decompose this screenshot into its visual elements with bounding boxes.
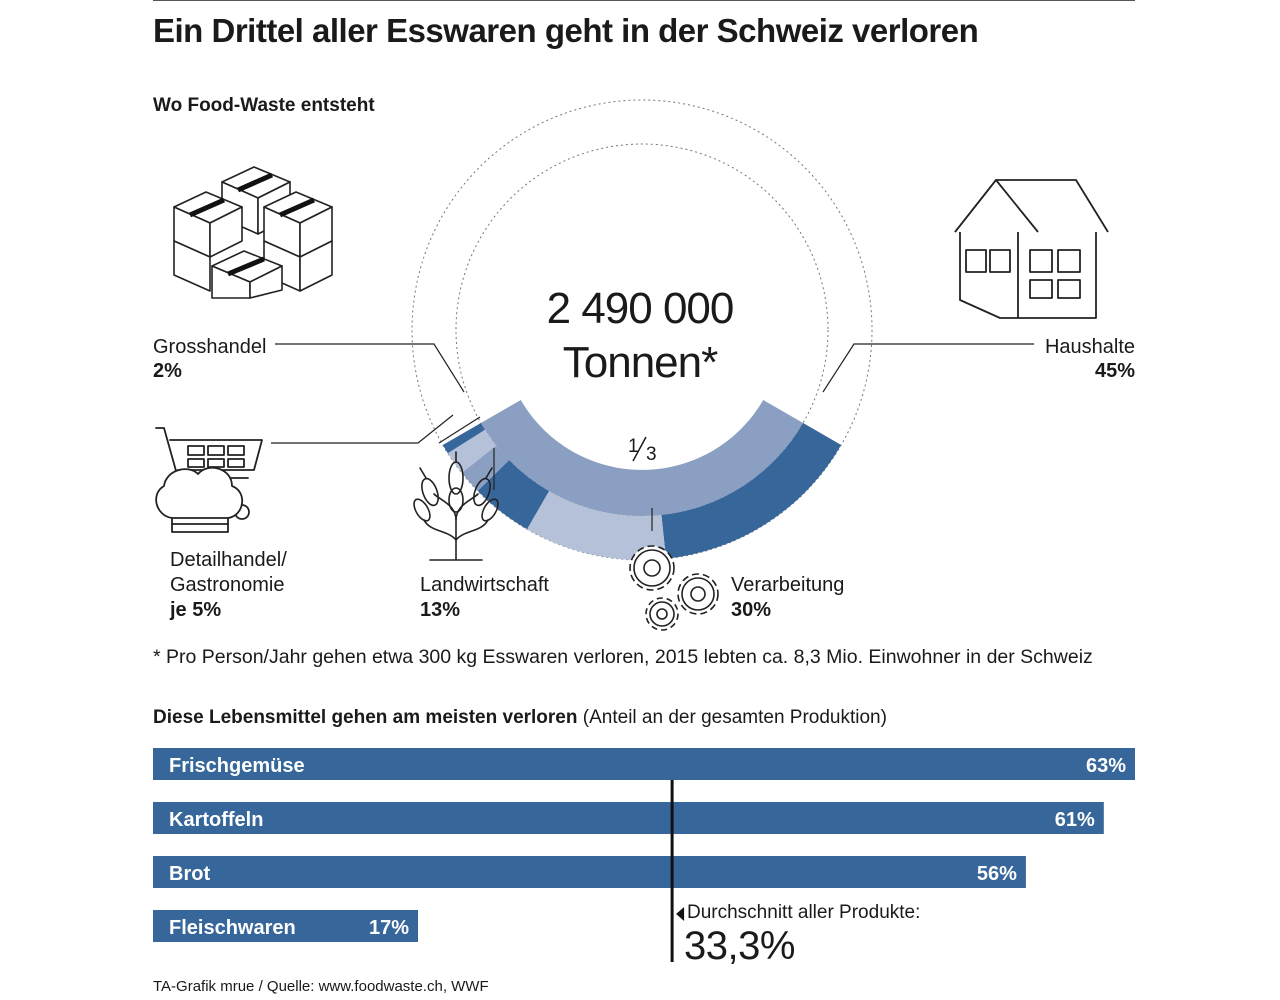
bar-label-3: Fleischwaren <box>169 917 296 939</box>
leader-haushalte <box>822 343 1034 393</box>
total-value: 2 490 000 <box>546 284 735 333</box>
bar-label-1: Kartoffeln <box>169 809 263 831</box>
label-landwirtschaft: Landwirtschaft <box>420 574 549 596</box>
source-credit: TA-Grafik mrue / Quelle: www.foodwaste.c… <box>153 978 489 995</box>
total-unit: Tonnen* <box>562 338 718 387</box>
ring-segment-gastronomie <box>461 445 510 491</box>
leader-grosshandel <box>275 343 465 393</box>
ring-segment-grosshandel <box>442 423 485 454</box>
inner-dotted-circle <box>455 143 829 517</box>
average-label: Durchschnitt aller Produkte: <box>687 902 921 923</box>
fraction-numerator: 1 <box>628 436 639 457</box>
bar-value-2: 56% <box>977 863 1017 885</box>
bar-chart: Frischgemüse 63% Kartoffeln 61% Brot 56% Fleis… <box>153 748 1135 942</box>
label-grosshandel: Grosshandel <box>153 336 267 358</box>
bar-value-1: 61% <box>1055 809 1095 831</box>
page-title: Ein Drittel aller Esswaren geht in der S… <box>153 12 979 49</box>
footnote: * Pro Person/Jahr gehen etwa 300 kg Essw… <box>153 646 1093 668</box>
label-gastronomie: Gastronomie <box>170 574 285 596</box>
total-tonnage: 2 490 000 Tonnen* <box>480 282 800 390</box>
pct-haushalte: 45% <box>1094 360 1135 382</box>
house-icon <box>954 179 1109 319</box>
gears-icon <box>629 545 719 631</box>
fraction-slash <box>632 436 647 462</box>
pct-landwirtschaft: 13% <box>420 599 461 621</box>
average-value: 33,3% <box>684 924 795 968</box>
third-band <box>480 400 804 517</box>
leader-gastronomie <box>438 416 481 444</box>
boxes-icon <box>173 166 333 299</box>
average-line <box>670 780 685 962</box>
bar-label-2: Brot <box>169 863 210 885</box>
bar-3 <box>153 910 418 942</box>
ring-segment-detailhandel <box>447 429 497 473</box>
bar-chart-title: Diese Lebensmittel gehen am meisten verl… <box>153 707 887 729</box>
leader-detailhandel <box>271 414 454 444</box>
shopping-cart-chef-hat-icon <box>155 427 263 533</box>
box-tape-marks <box>188 172 316 277</box>
fraction-denominator: 3 <box>646 444 657 465</box>
bar-0 <box>153 748 1135 780</box>
pct-detailhandel-gastronomie: je 5% <box>170 599 222 621</box>
leader-lines <box>271 343 1034 531</box>
ring-segment-verarbeitung <box>527 491 666 560</box>
label-detailhandel: Detailhandel/ <box>170 549 287 571</box>
wheat-icon <box>413 451 499 561</box>
pct-verarbeitung: 30% <box>731 599 772 621</box>
bar-2 <box>153 856 1026 888</box>
label-verarbeitung: Verarbeitung <box>731 574 845 596</box>
section-subtitle: Wo Food-Waste entsteht <box>153 95 375 116</box>
average-pointer <box>676 907 685 921</box>
pct-grosshandel: 2% <box>153 360 182 382</box>
bar-label-0: Frischgemüse <box>169 755 305 777</box>
ring-segments <box>442 423 842 560</box>
bar-1 <box>153 802 1104 834</box>
bar-chart-title-bold: Diese Lebensmittel gehen am meisten verl… <box>153 707 578 728</box>
ring-segment-landwirtschaft <box>477 460 549 530</box>
bar-chart-title-note: (Anteil an der gesamten Produktion) <box>577 707 887 728</box>
top-rule <box>153 0 1135 1</box>
bar-value-3: 17% <box>369 917 409 939</box>
bar-value-0: 63% <box>1086 755 1126 777</box>
label-haushalte: Haushalte <box>1044 336 1135 358</box>
ring-segment-haushalte <box>661 423 842 559</box>
